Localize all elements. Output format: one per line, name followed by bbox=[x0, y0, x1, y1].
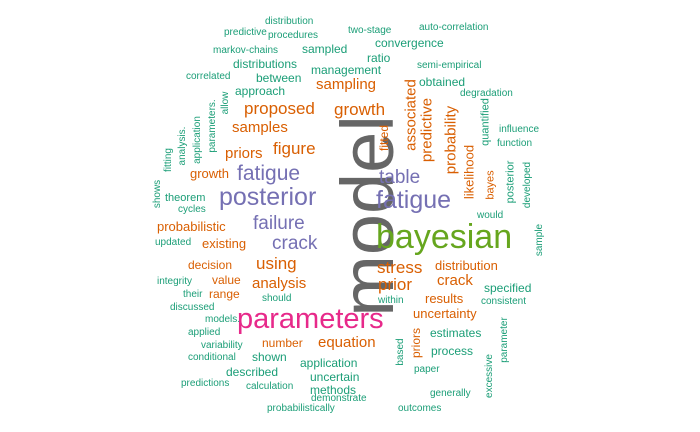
word-fitted: fitted bbox=[377, 124, 391, 152]
word-shows: shows bbox=[152, 179, 163, 209]
word-predictive-small: predictive bbox=[224, 27, 267, 38]
word-probabilistically: probabilistically bbox=[267, 403, 335, 414]
word-two-stage: two-stage bbox=[348, 25, 392, 36]
word-uncertainty: uncertainty bbox=[413, 306, 477, 321]
word-integrity: integrity bbox=[157, 276, 193, 287]
word-function: function bbox=[497, 138, 533, 149]
word-allow: allow bbox=[220, 91, 231, 115]
word-prior: prior bbox=[378, 275, 413, 294]
word-excessive: excessive bbox=[484, 354, 495, 398]
word-table: table bbox=[379, 167, 421, 188]
word-figure: figure bbox=[273, 139, 316, 158]
word-estimates: estimates bbox=[430, 326, 482, 340]
word-crack-left: crack bbox=[272, 233, 318, 254]
word-distributions: distributions bbox=[233, 57, 298, 71]
word-generally: generally bbox=[430, 388, 471, 399]
word-predictions: predictions bbox=[181, 378, 230, 389]
word-their: their bbox=[183, 289, 203, 300]
word-based: based bbox=[395, 338, 406, 366]
word-value: value bbox=[212, 273, 241, 287]
word-application-vert: application bbox=[192, 116, 203, 164]
word-applied: applied bbox=[188, 327, 221, 338]
word-bayesian: bayesian bbox=[376, 218, 513, 256]
word-probability: probability bbox=[442, 105, 460, 175]
word-fatigue-left: fatigue bbox=[237, 162, 301, 185]
word-quantified: quantified bbox=[479, 98, 492, 146]
word-distribution-top: distribution bbox=[265, 16, 314, 27]
word-results: results bbox=[425, 291, 464, 306]
word-management: management bbox=[311, 63, 382, 77]
word-should: should bbox=[262, 293, 292, 304]
word-markov-chains: markov-chains bbox=[213, 45, 279, 56]
word-ratio: ratio bbox=[367, 51, 391, 65]
word-auto-correlation: auto-correlation bbox=[419, 22, 489, 33]
word-predictive-vert: predictive bbox=[418, 97, 436, 163]
word-analysis-small: analysis. bbox=[177, 126, 188, 166]
word-would: would bbox=[477, 210, 504, 221]
word-number: number bbox=[262, 336, 303, 350]
word-variability: variability bbox=[201, 340, 243, 351]
word-demonstrate: demonstrate bbox=[311, 393, 367, 404]
word-priors-vert: priors bbox=[409, 327, 423, 359]
word-associated: associated bbox=[402, 79, 420, 151]
word-bayes: bayes bbox=[484, 170, 497, 200]
word-equation: equation bbox=[318, 334, 376, 351]
word-growth-mid: growth bbox=[334, 100, 386, 119]
word-process: process bbox=[431, 344, 474, 358]
word-crack-right: crack bbox=[437, 272, 473, 289]
word-failure: failure bbox=[253, 213, 305, 234]
word-models: models. bbox=[205, 314, 241, 325]
word-developed: developed bbox=[522, 161, 533, 209]
word-methods: methods bbox=[310, 383, 357, 397]
word-theorem: theorem bbox=[165, 192, 206, 204]
word-sampled: sampled bbox=[302, 42, 348, 56]
word-sample: sample bbox=[534, 223, 545, 257]
word-paper: paper bbox=[414, 364, 440, 375]
word-convergence: convergence bbox=[375, 36, 444, 50]
word-parameter: parameter bbox=[499, 317, 510, 363]
word-calculation: calculation bbox=[246, 381, 294, 392]
word-posterior: posterior bbox=[219, 183, 317, 211]
word-between: between bbox=[256, 71, 302, 85]
word-priors-left: priors bbox=[225, 145, 263, 162]
word-conditional: conditional bbox=[188, 352, 236, 363]
word-range: range bbox=[209, 287, 240, 301]
word-updated: updated bbox=[155, 237, 192, 248]
word-semi-empirical: semi-empirical bbox=[417, 60, 482, 71]
word-specified: specified bbox=[484, 281, 532, 295]
word-stress: stress bbox=[377, 258, 423, 277]
word-distribution-mid: distribution bbox=[435, 258, 498, 273]
word-proposed: proposed bbox=[244, 99, 315, 118]
word-existing: existing bbox=[202, 236, 247, 251]
word-decision: decision bbox=[188, 258, 233, 272]
word-analysis: analysis bbox=[252, 275, 307, 292]
word-fatigue-right: fatigue bbox=[376, 186, 452, 214]
word-approach: approach bbox=[235, 84, 286, 98]
word-samples: samples bbox=[232, 119, 288, 136]
word-parameters: parameters bbox=[237, 303, 384, 335]
word-using: using bbox=[256, 254, 297, 273]
word-posterior-small: posterior bbox=[504, 160, 517, 204]
word-sampling: sampling bbox=[316, 76, 377, 93]
word-described: described bbox=[226, 365, 279, 379]
word-fitting: fitting bbox=[163, 148, 174, 172]
word-application-mid: application bbox=[300, 356, 358, 370]
word-shown: shown bbox=[252, 350, 287, 364]
word-influence: influence bbox=[499, 124, 540, 135]
word-likelihood: likelihood bbox=[461, 144, 477, 200]
word-cycles: cycles bbox=[178, 204, 206, 215]
word-discussed: discussed bbox=[170, 302, 215, 313]
word-degradation: degradation bbox=[460, 88, 513, 99]
word-probabilistic: probabilistic bbox=[157, 219, 226, 234]
word-procedures: procedures bbox=[268, 30, 319, 41]
word-obtained: obtained bbox=[419, 75, 466, 89]
word-parameters-small: parameters. bbox=[207, 99, 218, 153]
word-within: within bbox=[378, 295, 404, 306]
word-consistent: consistent bbox=[481, 296, 527, 307]
word-uncertain: uncertain bbox=[310, 370, 360, 384]
word-outcomes: outcomes bbox=[398, 403, 442, 414]
word-correlated: correlated bbox=[186, 71, 231, 82]
word-growth-left: growth bbox=[190, 166, 230, 181]
